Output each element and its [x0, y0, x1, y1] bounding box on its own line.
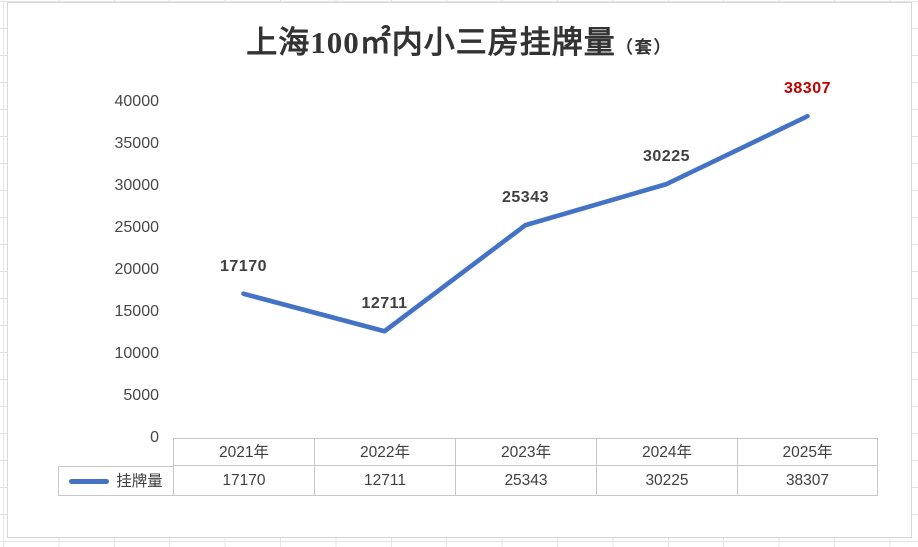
x-axis-category-cell: 2025年: [737, 438, 878, 466]
y-axis-tick-label: 20000: [114, 261, 160, 278]
y-axis-tick-label: 15000: [114, 303, 160, 320]
x-axis-category-cell: 2021年: [173, 438, 314, 466]
y-axis-tick-label: 30000: [114, 177, 160, 194]
line-plot-area: [241, 113, 810, 334]
x-axis-category-cell: 2023年: [455, 438, 596, 466]
data-label: 25343: [502, 189, 549, 207]
data-label: 12711: [361, 295, 408, 313]
table-value-cell: 38307: [737, 466, 878, 496]
chart-panel[interactable]: 上海100㎡内小三房挂牌量（套） 40000 35000 30000 25000 200…: [7, 2, 912, 538]
y-axis-tick-label: 0: [150, 429, 159, 446]
x-axis-category-cell: 2024年: [596, 438, 737, 466]
y-axis-tick-label: 35000: [114, 135, 160, 152]
series-line[interactable]: [241, 113, 810, 334]
y-axis-tick-label: 25000: [114, 219, 160, 236]
y-axis-tick-label: 10000: [114, 345, 160, 362]
legend-series-name: 挂牌量: [116, 472, 163, 490]
table-value-cell: 12711: [314, 466, 455, 496]
chart-title-unit: （套）: [615, 38, 673, 57]
legend-cell: 挂牌量: [58, 466, 173, 496]
table-value-cell: 17170: [173, 466, 314, 496]
legend-line-key-icon: [69, 478, 110, 484]
table-value-cell: 25343: [455, 466, 596, 496]
y-axis-tick-label: 5000: [123, 387, 159, 404]
data-label-highlighted: 38307: [784, 80, 831, 98]
x-axis-category-cell: 2022年: [314, 438, 455, 466]
data-label: 30225: [643, 148, 690, 166]
chart-title: 上海100㎡内小三房挂牌量（套）: [8, 17, 911, 62]
table-value-cell: 30225: [596, 466, 737, 496]
data-label: 17170: [220, 257, 267, 275]
chart-title-text: 上海100㎡内小三房挂牌量: [246, 25, 616, 60]
y-axis-tick-label: 40000: [114, 93, 160, 110]
